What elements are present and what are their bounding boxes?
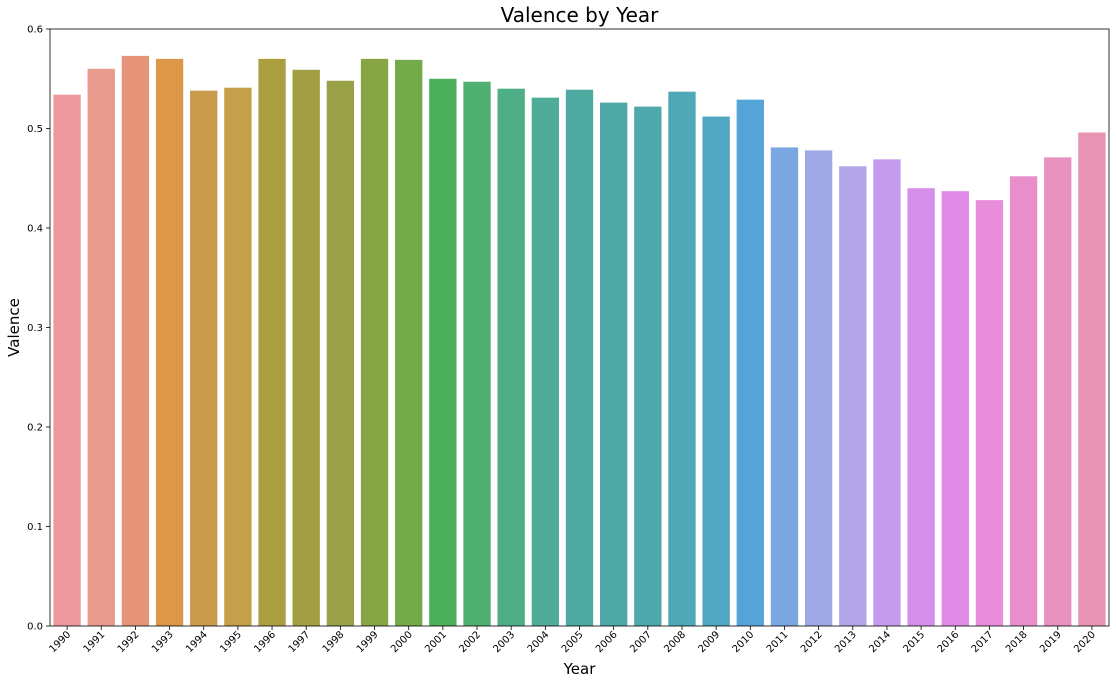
x-tick-label: 1999: [355, 629, 381, 655]
x-axis-label: Year: [563, 660, 597, 678]
bar-2015: [907, 188, 935, 626]
bar-2010: [736, 99, 764, 626]
y-tick-label: 0.6: [27, 25, 43, 36]
bar-2003: [497, 88, 525, 626]
bar-2001: [429, 78, 457, 626]
x-tick-label: 1996: [252, 629, 278, 655]
x-tick-label: 2005: [560, 629, 586, 655]
x-tick-label: 2006: [594, 629, 620, 655]
bar-1990: [53, 94, 81, 627]
bar-2018: [1009, 176, 1038, 626]
x-tick-label: 2017: [970, 629, 996, 655]
y-axis-label: Valence: [5, 298, 23, 357]
bar-1996: [258, 58, 286, 627]
bar-2005: [565, 89, 594, 626]
x-tick-label: 1993: [150, 629, 176, 655]
x-tick-label: 2014: [867, 629, 893, 655]
x-tick-label: 2007: [628, 629, 654, 655]
x-tick-label: 2010: [731, 629, 757, 655]
bar-1999: [360, 58, 389, 627]
x-tick-label: 2015: [901, 629, 927, 655]
bar-2002: [463, 81, 491, 627]
y-tick-label: 0.1: [27, 522, 43, 533]
bar-1998: [326, 80, 355, 627]
x-tick-label: 2013: [833, 629, 859, 655]
chart-title: Valence by Year: [501, 3, 660, 27]
x-tick-label: 1992: [116, 629, 142, 655]
bar-2020: [1078, 132, 1106, 627]
x-tick-label: 1994: [184, 629, 210, 655]
bar-2012: [804, 150, 833, 626]
x-tick-label: 1995: [218, 629, 244, 655]
bar-2006: [600, 102, 628, 626]
x-tick-label: 2008: [662, 629, 688, 655]
y-tick-label: 0.2: [27, 423, 43, 434]
x-tick-label: 1997: [287, 629, 313, 655]
x-tick-label: 2016: [936, 629, 962, 655]
x-tick-label: 2018: [1004, 629, 1030, 655]
y-axis: 0.0 0.1 0.2 0.3 0.4 0.5 0.6: [27, 25, 50, 633]
bar-2008: [668, 91, 696, 627]
bar-2017: [975, 200, 1004, 626]
bar-2011: [770, 147, 799, 626]
x-tick-label: 2004: [526, 629, 552, 655]
bar-1997: [292, 69, 320, 627]
x-tick-label: 2003: [492, 629, 518, 655]
y-tick-label: 0.3: [27, 323, 43, 334]
x-tick-label: 2011: [765, 629, 791, 655]
y-tick-label: 0.0: [27, 622, 43, 633]
x-tick-label: 2000: [389, 629, 415, 655]
bar-2019: [1044, 157, 1072, 626]
x-tick-label: 1998: [321, 629, 347, 655]
bar-1995: [224, 87, 252, 626]
x-tick-label: 1990: [47, 629, 73, 655]
bar-2009: [702, 116, 730, 626]
bar-1992: [121, 55, 150, 627]
y-tick-label: 0.5: [27, 124, 43, 135]
x-tick-label: 2020: [1072, 629, 1098, 655]
bars-group: [53, 55, 1106, 627]
bar-1993: [155, 58, 184, 627]
bar-1991: [87, 68, 115, 627]
x-axis: 1990 1991 1992 1993 1994 1995 1996 1997 1998 1999…: [47, 626, 1098, 655]
x-tick-label: 2001: [423, 629, 449, 655]
x-tick-label: 2019: [1038, 629, 1064, 655]
bar-2016: [941, 191, 969, 626]
bar-2000: [395, 59, 423, 627]
x-tick-label: 2002: [457, 629, 483, 655]
x-tick-label: 1991: [82, 629, 108, 655]
x-tick-label: 2012: [799, 629, 825, 655]
x-tick-label: 2009: [696, 629, 722, 655]
bar-1994: [190, 90, 218, 626]
bar-2007: [634, 106, 662, 627]
bar-2004: [531, 97, 559, 626]
bar-2014: [873, 159, 901, 626]
y-tick-label: 0.4: [27, 224, 43, 235]
bar-2013: [839, 166, 867, 626]
